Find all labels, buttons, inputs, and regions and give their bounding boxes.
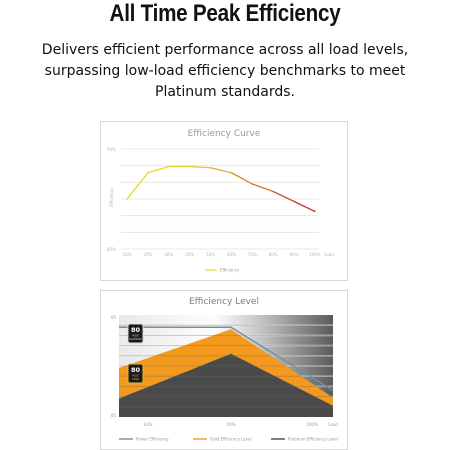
data-point [147,172,149,174]
x-tick-label: 50% [206,252,215,257]
x-axis-label: Load [328,422,338,427]
data-point [251,183,253,185]
series-line-segment [147,165,170,174]
x-tick-label: 10% [123,252,132,257]
page-title: All Time Peak Efficiency [109,0,341,27]
power-efficiency-line [119,326,334,392]
badge-number: 80 [131,366,141,374]
chart-title: Efficiency Curve [187,129,261,139]
badge-text: PLUS [132,374,139,378]
x-tick-label: 100% [306,422,318,427]
data-point [230,172,233,174]
series-line-segment [251,183,274,193]
x-tick-label: 20% [143,252,152,257]
badge-text: GOLD [132,378,139,381]
efficiency-curve-chart: 93% 85% Efficiency 10% 20% 30% 40% 50% 60% 70% 80%… [107,147,334,273]
x-tick-label: 90% [290,252,299,257]
series-line-segment [209,167,233,174]
series-line-segment [126,172,149,200]
description-line: Platinum standards. [155,84,295,100]
legend-label: Efficiency [220,268,240,273]
series-line-segment [189,165,212,169]
y-tick-label: 93% [107,147,116,152]
efficiency-level-card: Efficiency Level 80 PLUS PLATINUM 80 PLUS GOL… [100,290,348,450]
badge-frame [127,323,144,344]
x-tick-label: 80% [269,252,278,257]
data-point [293,200,295,203]
legend-label: Platinum Efficiency Level [288,437,338,442]
legend-label: Gold Efficiency Level [210,437,252,442]
description-line: Delivers efficient performance across al… [41,42,409,58]
data-point [314,210,316,213]
y-tick-label: 85 [111,413,117,418]
x-tick-label: 30% [164,252,173,257]
y-axis-label: Efficiency [109,187,114,207]
legend-label: Power Efficiency [136,437,169,442]
efficiency-curve-card: Efficiency Curve 93% 85% Efficiency 10% 20% 3… [100,121,348,281]
description-line: surpassing low-load efficiency benchmark… [44,63,406,79]
y-tick-label: 95 [111,315,117,320]
x-axis-label: Load [324,252,334,257]
series-line-segment [272,190,295,203]
badge-text: PLATINUM [129,338,141,341]
data-point [168,165,170,168]
y-tick-label: 85% [107,247,116,252]
data-point [189,165,191,168]
x-tick-label: 50% [227,422,236,427]
x-tick-label: 70% [248,252,257,257]
data-point [272,190,274,193]
series-line-segment [293,200,316,213]
x-tick-label: 10% [144,422,153,427]
badge-frame [127,363,144,384]
x-tick-label: 60% [227,252,236,257]
data-point [209,167,212,169]
chart-title: Efficiency Level [189,297,259,307]
series-line-segment [230,172,253,185]
badge-number: 80 [131,326,141,334]
data-point [126,198,128,200]
x-tick-label: 100% [309,252,321,257]
platinum-area [119,353,333,417]
x-tick-label: 40% [185,252,194,257]
badge-text: PLUS [132,334,139,338]
page-description: Delivers efficient performance across al… [0,40,450,103]
